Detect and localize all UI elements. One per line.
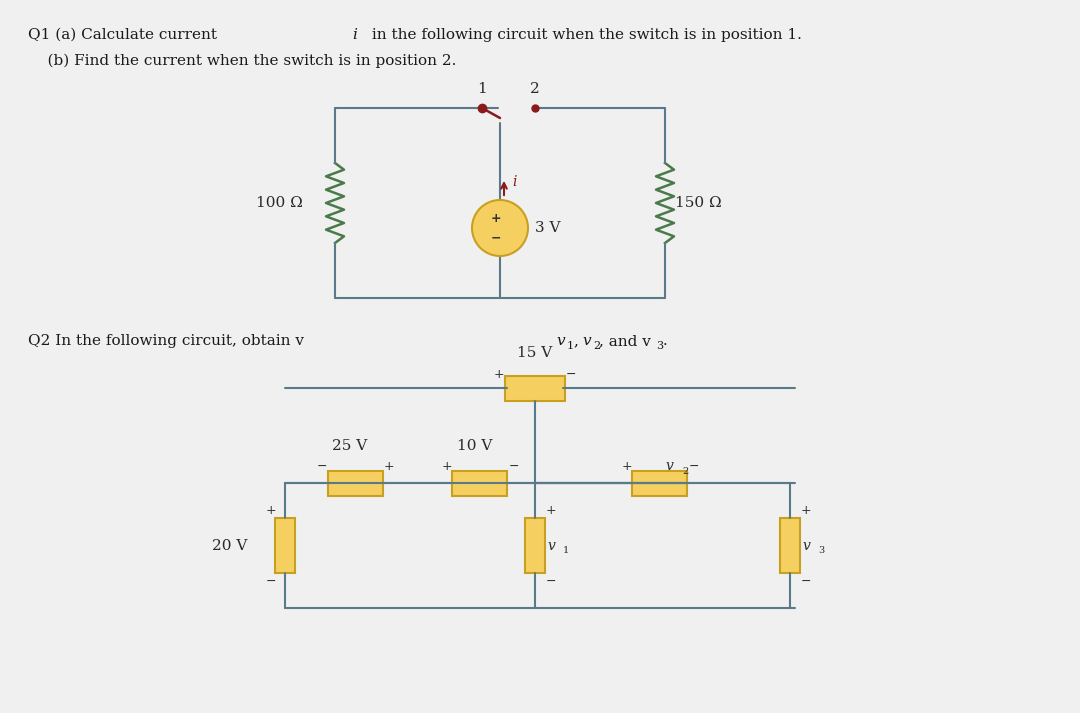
Text: 1: 1 — [563, 546, 569, 555]
Text: i: i — [352, 28, 356, 42]
FancyBboxPatch shape — [275, 518, 295, 573]
Text: v: v — [802, 538, 810, 553]
Text: 25 V: 25 V — [333, 439, 367, 453]
FancyBboxPatch shape — [525, 518, 545, 573]
Text: +: + — [545, 503, 556, 516]
Text: 2: 2 — [681, 466, 688, 476]
Text: 3: 3 — [656, 341, 663, 351]
Text: 3: 3 — [818, 546, 824, 555]
Text: +: + — [494, 367, 504, 381]
Text: 15 V: 15 V — [517, 346, 553, 360]
Text: 1: 1 — [567, 341, 575, 351]
Text: 10 V: 10 V — [457, 439, 492, 453]
FancyBboxPatch shape — [453, 471, 508, 496]
Text: 3 V: 3 V — [535, 221, 561, 235]
Text: , and v: , and v — [599, 334, 651, 348]
Text: 1: 1 — [477, 82, 487, 96]
Text: in the following circuit when the switch is in position 1.: in the following circuit when the switch… — [367, 28, 801, 42]
Text: ,: , — [573, 334, 578, 348]
Text: Q1 (a) Calculate current: Q1 (a) Calculate current — [28, 28, 221, 42]
FancyBboxPatch shape — [780, 518, 800, 573]
Text: −: − — [509, 459, 518, 473]
Text: −: − — [490, 232, 501, 245]
Text: −: − — [316, 459, 327, 473]
Text: +: + — [800, 503, 811, 516]
Text: v: v — [546, 538, 555, 553]
Text: Q2 In the following circuit, obtain v: Q2 In the following circuit, obtain v — [28, 334, 303, 348]
Text: i: i — [512, 175, 516, 189]
FancyBboxPatch shape — [505, 376, 565, 401]
Text: 2: 2 — [593, 341, 600, 351]
Text: +: + — [442, 459, 451, 473]
Text: +: + — [383, 459, 394, 473]
Text: 2: 2 — [530, 82, 540, 96]
Circle shape — [472, 200, 528, 256]
Text: 20 V: 20 V — [212, 538, 247, 553]
Text: v: v — [582, 334, 591, 348]
Text: −: − — [688, 459, 699, 473]
Text: +: + — [621, 459, 632, 473]
Text: −: − — [266, 575, 276, 588]
Text: 100 Ω: 100 Ω — [256, 196, 303, 210]
Text: −: − — [566, 367, 577, 381]
Text: −: − — [545, 575, 556, 588]
Text: +: + — [490, 212, 501, 225]
FancyBboxPatch shape — [327, 471, 382, 496]
Text: 150 Ω: 150 Ω — [675, 196, 721, 210]
Text: v: v — [556, 334, 565, 348]
Text: +: + — [266, 503, 276, 516]
FancyBboxPatch shape — [633, 471, 688, 496]
Text: −: − — [800, 575, 811, 588]
Text: v: v — [665, 459, 673, 473]
Text: .: . — [663, 334, 667, 348]
Text: (b) Find the current when the switch is in position 2.: (b) Find the current when the switch is … — [28, 53, 457, 68]
